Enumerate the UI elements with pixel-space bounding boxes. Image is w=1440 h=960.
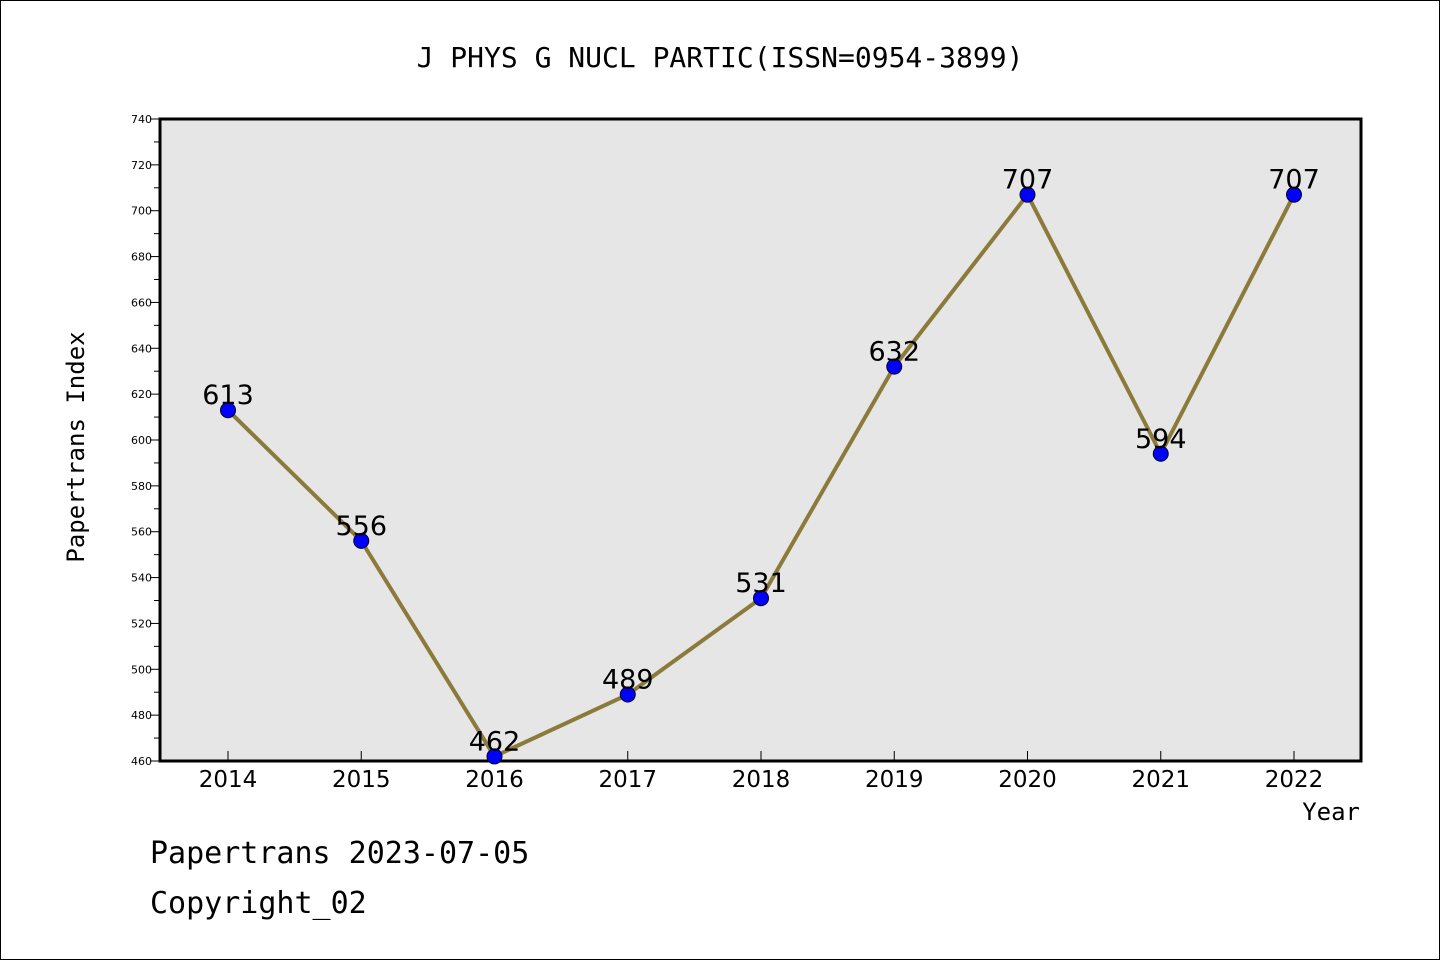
plot-area [158,117,1363,763]
y-tick-label: 700 [131,205,152,218]
data-point [619,686,636,703]
y-tick-label: 520 [131,617,152,630]
data-label: 632 [868,337,920,368]
x-tick-label: 2015 [332,767,391,793]
data-points [220,186,1302,765]
x-tick-label: 2022 [1265,767,1324,793]
y-tick-label: 680 [131,251,152,264]
data-point [1286,186,1302,203]
data-point [353,532,370,549]
data-label: 489 [602,665,654,696]
y-tick-label: 480 [131,709,152,722]
data-point [886,358,903,375]
data-label: 556 [335,511,387,542]
y-tick-label: 600 [131,434,152,447]
data-label: 531 [735,568,787,599]
data-labels: 613 556 462 489 531 632 707 594 707 [202,165,1320,758]
y-tick-label: 640 [131,342,152,355]
x-tick-label: 2020 [998,767,1057,793]
x-tick-label: 2017 [598,767,657,793]
data-label: 707 [1002,165,1054,196]
y-tick-label: 660 [131,296,152,309]
y-tick-label: 540 [131,572,152,585]
data-point [1152,445,1169,462]
data-point [486,748,503,765]
y-tick-label: 720 [131,159,152,172]
x-tick-label: 2016 [465,767,524,793]
data-label: 462 [469,726,521,757]
data-label: 613 [202,380,254,411]
y-tick-label: 620 [131,388,152,401]
y-tick-label: 580 [131,480,152,493]
x-axis-label: Year [1302,798,1360,826]
data-point [220,402,236,419]
y-tick-label: 460 [131,755,152,768]
data-point [753,590,769,607]
footer-date: Papertrans 2023-07-05 [150,836,529,871]
x-tick-label: 2018 [732,767,791,793]
x-tick-label: 2014 [199,767,258,793]
chart-title: J PHYS G NUCL PARTIC(ISSN=0954-3899) [417,41,1024,74]
y-axis: 460 480 500 520 540 560 580 600 620 640 660 680 700 7… [131,113,160,768]
data-label: 594 [1135,424,1187,455]
y-tick-label: 560 [131,526,152,539]
y-axis-label: Papertrans Index [62,331,90,562]
x-tick-label: 2021 [1131,767,1190,793]
footer-copyright: Copyright_02 [150,886,367,921]
x-tick-label: 2019 [865,767,924,793]
y-tick-label: 740 [131,113,152,126]
data-point [1019,186,1036,203]
data-label: 707 [1268,165,1320,196]
x-axis: 2014 2015 2016 2017 2018 2019 2020 2021 2022 [199,751,1324,793]
y-tick-label: 500 [131,663,152,676]
